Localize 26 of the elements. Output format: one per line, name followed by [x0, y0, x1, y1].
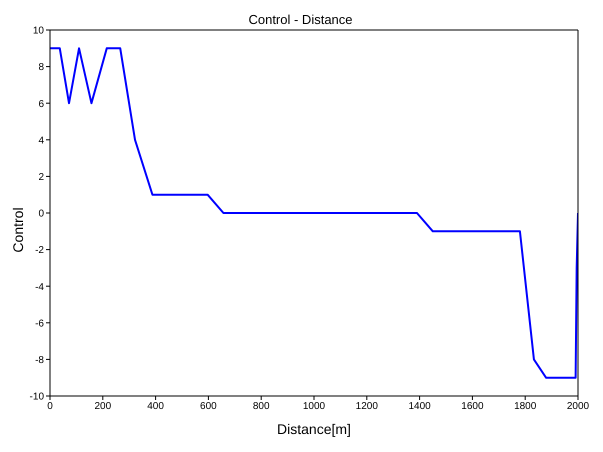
x-tick-label: 1800: [514, 401, 537, 412]
y-tick-label: -10: [30, 392, 44, 403]
x-tick-label: 2000: [566, 401, 590, 412]
y-tick-label: 6: [38, 98, 44, 110]
y-tick-label: -4: [35, 282, 44, 293]
x-tick-label: 1600: [461, 401, 484, 412]
x-tick-label: 800: [252, 401, 270, 412]
line-series: [50, 47, 578, 379]
x-tick-label: 1200: [356, 401, 378, 412]
x-tick-label: 400: [147, 401, 164, 412]
x-tick-label: 600: [200, 401, 218, 412]
y-tick-label: 0: [38, 208, 44, 220]
x-tick-label: 0: [47, 401, 54, 412]
y-tick-label: 10: [32, 26, 44, 37]
x-axis-title: Distance[m]: [277, 421, 351, 437]
y-tick-label: -6: [35, 318, 44, 330]
y-tick-label: 8: [38, 62, 44, 74]
y-tick-label: -2: [35, 245, 44, 256]
x-tick-label: 1400: [408, 401, 432, 412]
y-axis-title: Control: [10, 206, 26, 255]
x-tick-label: 1000: [302, 401, 326, 412]
y-tick-label: -8: [35, 354, 44, 366]
chart-title: Control - Distance: [247, 12, 354, 27]
y-tick-label: 4: [38, 135, 44, 146]
x-tick-label: 200: [94, 401, 112, 412]
y-tick-label: 2: [38, 172, 44, 183]
